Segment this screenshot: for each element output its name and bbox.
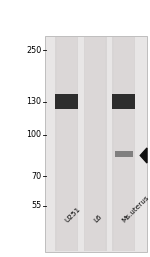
Bar bbox=[114, 37, 134, 251]
Text: 70: 70 bbox=[31, 171, 41, 181]
Text: 100: 100 bbox=[26, 130, 41, 140]
Text: 250: 250 bbox=[26, 45, 41, 55]
Bar bbox=[55, 37, 78, 251]
Bar bbox=[85, 37, 105, 251]
Text: 130: 130 bbox=[26, 97, 41, 106]
Bar bbox=[112, 94, 135, 108]
Text: Ms.uterus: Ms.uterus bbox=[121, 194, 150, 224]
Text: L6: L6 bbox=[93, 213, 103, 224]
Polygon shape bbox=[140, 148, 147, 163]
Text: U251: U251 bbox=[64, 206, 82, 224]
Bar bbox=[84, 37, 107, 251]
Bar bbox=[45, 36, 147, 252]
Bar bbox=[115, 151, 133, 157]
Bar bbox=[57, 37, 77, 251]
Bar bbox=[112, 37, 135, 251]
Text: 55: 55 bbox=[31, 201, 41, 210]
Bar bbox=[55, 94, 78, 108]
